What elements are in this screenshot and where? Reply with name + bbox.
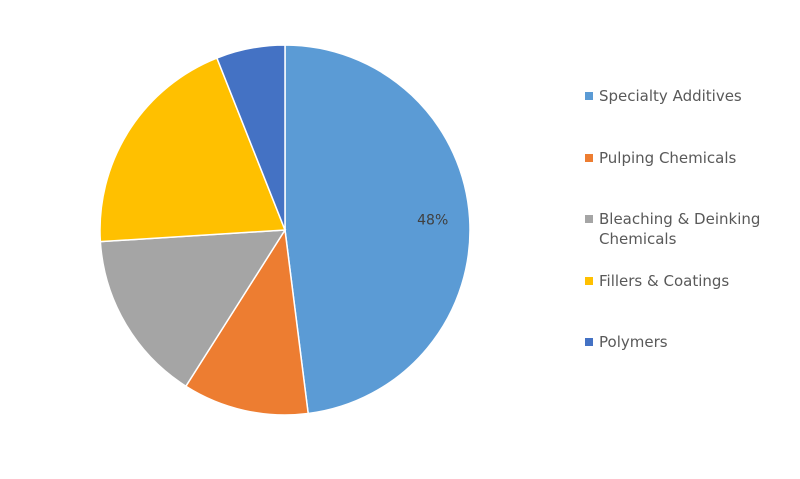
legend-item: Pulping Chemicals <box>585 148 790 168</box>
legend-label: Polymers <box>599 333 668 351</box>
legend-label: Specialty Additives <box>599 87 742 105</box>
legend-swatch <box>585 153 593 162</box>
legend-label: Fillers & Coatings <box>599 271 730 290</box>
legend-swatch <box>585 276 593 285</box>
pie-slice <box>284 44 471 415</box>
legend-swatch <box>585 215 593 223</box>
legend-item: Fillers & Coatings <box>585 271 790 291</box>
pie-slice <box>184 227 310 416</box>
legend-item: Specialty Additives <box>585 86 790 106</box>
legend-swatch <box>585 338 593 346</box>
pie-slice <box>99 57 287 243</box>
data-label: 48% <box>417 213 448 229</box>
legend-item: Bleaching & Deinking Chemicals <box>585 209 790 249</box>
legend-label: Pulping Chemicals <box>599 148 737 167</box>
legend-item: Polymers <box>585 332 790 352</box>
legend-swatch <box>585 92 593 100</box>
legend-label: Bleaching & Deinking Chemicals <box>599 210 761 248</box>
pie-slice <box>215 44 286 231</box>
pie-slice <box>99 229 287 388</box>
